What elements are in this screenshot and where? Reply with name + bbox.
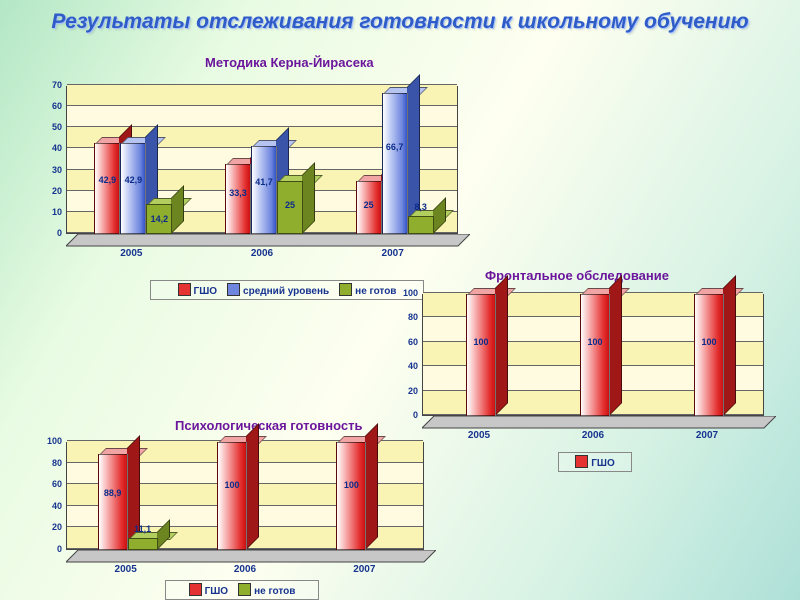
legend-item-middle: средний уровень: [227, 283, 329, 297]
legend-item-gsho: ГШО: [189, 583, 229, 597]
y-tick: 70: [40, 80, 62, 90]
bar-gsho: 100: [694, 294, 736, 416]
y-tick: 60: [40, 101, 62, 111]
chart-floor: [66, 550, 436, 564]
x-tick-label: 2005: [66, 564, 185, 575]
bar-notready: 25: [277, 181, 315, 234]
x-tick-label: 2007: [305, 564, 424, 575]
chart1-legend: ГШО средний уровень не готов: [150, 280, 424, 300]
chart3-subtitle: Психологическая готовность: [175, 418, 363, 433]
chart-floor: [422, 416, 776, 430]
bar-value-label: 25: [356, 200, 382, 210]
y-tick: 40: [40, 501, 62, 511]
chart2-subtitle: Фронтальное обследование: [485, 268, 669, 283]
x-tick-label: 2006: [536, 430, 650, 441]
y-tick: 20: [396, 386, 418, 396]
bar-value-label: 11,1: [128, 524, 158, 534]
y-tick: 60: [396, 337, 418, 347]
bar-gsho: 100: [580, 294, 622, 416]
legend-item-notready: не готов: [238, 583, 295, 597]
y-tick: 0: [396, 410, 418, 420]
bar-value-label: 88,9: [98, 488, 128, 498]
bar-value-label: 100: [694, 337, 724, 347]
y-tick: 0: [40, 228, 62, 238]
y-tick: 20: [40, 522, 62, 532]
bar-notready: 11,1: [128, 538, 170, 550]
y-tick: 20: [40, 186, 62, 196]
bar-value-label: 8,3: [408, 202, 434, 212]
y-tick: 30: [40, 165, 62, 175]
y-tick: 100: [40, 436, 62, 446]
x-tick-label: 2006: [185, 564, 304, 575]
chart1-subtitle: Методика Керна-Йирасека: [205, 55, 374, 70]
bar-value-label: 100: [580, 337, 610, 347]
x-tick-label: 2005: [422, 430, 536, 441]
bar-value-label: 66,7: [382, 142, 408, 152]
bar-value-label: 25: [277, 200, 303, 210]
bar-value-label: 33,3: [225, 188, 251, 198]
bar-notready: 8,3: [408, 216, 446, 234]
chart1: 0 10 20 30 40 50 60 70 42,942,9 14,2 2005 33,341,7 2…: [36, 80, 466, 272]
chart-floor: [66, 234, 470, 248]
y-tick: 40: [396, 361, 418, 371]
bar-notready: 14,2: [146, 204, 184, 234]
y-tick: 10: [40, 207, 62, 217]
legend-item-notready: не готов: [339, 283, 396, 297]
bar-value-label: 41,7: [251, 177, 277, 187]
bar-value-label: 100: [336, 480, 366, 490]
y-tick: 0: [40, 544, 62, 554]
bar-value-label: 100: [466, 337, 496, 347]
y-tick: 50: [40, 122, 62, 132]
bar-gsho: 100: [466, 294, 508, 416]
y-tick: 100: [396, 288, 418, 298]
x-tick-label: 2007: [650, 430, 764, 441]
x-tick-label: 2007: [327, 248, 458, 259]
y-tick: 80: [40, 458, 62, 468]
legend-item-gsho: ГШО: [178, 283, 218, 297]
chart2-legend: ГШО: [558, 452, 632, 472]
x-tick-label: 2006: [197, 248, 328, 259]
chart2: 0 20 40 60 80 100 100 2005 100 2006 100 2007: [392, 290, 772, 458]
bar-value-label: 100: [217, 480, 247, 490]
page-title: Результаты отслеживания готовности к шко…: [0, 10, 800, 34]
chart3: 0 20 40 60 80 100 88,9 11,1 2005 100 2006 100 2007: [36, 438, 436, 588]
bar-value-label: 42,9: [94, 175, 120, 185]
y-tick: 60: [40, 479, 62, 489]
slide: { "title": "Результаты отслеживания гото…: [0, 0, 800, 600]
bar-gsho: 100: [217, 442, 259, 550]
y-tick: 40: [40, 143, 62, 153]
legend-item-gsho: ГШО: [575, 455, 615, 469]
x-tick-label: 2005: [66, 248, 197, 259]
chart3-legend: ГШО не готов: [165, 580, 319, 600]
y-tick: 80: [396, 312, 418, 322]
bar-value-label: 14,2: [146, 214, 172, 224]
bar-gsho: 100: [336, 442, 378, 550]
bar-value-label: 42,9: [120, 175, 146, 185]
